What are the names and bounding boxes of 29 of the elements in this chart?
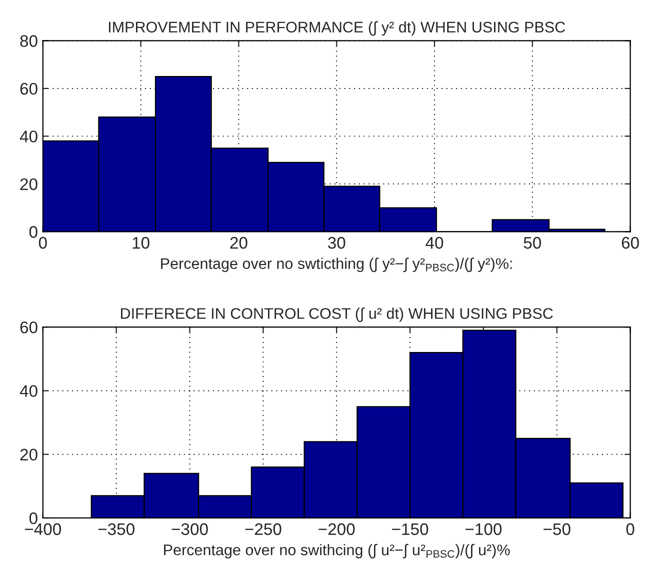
- y-tick-label: 20: [20, 178, 38, 190]
- x-tick-label: 40: [426, 236, 444, 249]
- x-tick-label: 30: [328, 236, 346, 249]
- y-tick-label: 80: [20, 35, 38, 47]
- x-tick-label: 0: [626, 523, 634, 536]
- x-axis-title: Percentage over no swticthing (∫ y²−∫ y²$_{PBSC}$)/(∫ y²)%:: [161, 258, 512, 272]
- x-tick-label: −200: [318, 523, 355, 536]
- x-tick-label: −100: [466, 523, 502, 536]
- chart-title: IMPROVEMENT IN PERFORMANCE (∫ y² dt) WHEN USING PBSC: [108, 21, 566, 36]
- y-tick-label: 60: [20, 321, 38, 334]
- y-tick-label: 40: [20, 385, 38, 397]
- x-tick-label: −300: [172, 523, 208, 536]
- x-tick-label: 60: [622, 236, 639, 249]
- x-tick-label: −250: [245, 523, 282, 536]
- y-tick-label: 0: [29, 226, 38, 238]
- x-tick-label: −50: [544, 523, 570, 536]
- x-tick-label: −400: [24, 523, 62, 536]
- x-tick-label: 50: [524, 236, 542, 249]
- x-tick-label: 10: [132, 236, 150, 249]
- x-tick-label: −350: [98, 523, 134, 536]
- x-tick-label: −150: [392, 523, 428, 536]
- y-tick-label: 40: [20, 130, 38, 142]
- y-tick-label: 20: [20, 448, 38, 461]
- x-axis-title: Percentage over no swithcing (∫ u²−∫ u²$_{PBSC}$)/(∫ u²)%: [164, 544, 510, 558]
- y-tick-label: 0: [29, 512, 38, 524]
- y-tick-label: 60: [20, 82, 38, 95]
- x-tick-label: 20: [230, 236, 248, 249]
- x-tick-label: 0: [38, 236, 47, 249]
- chart-title: DIFFERECE IN CONTROL COST (∫ u² dt) WHEN USING PBSC: [121, 308, 553, 322]
